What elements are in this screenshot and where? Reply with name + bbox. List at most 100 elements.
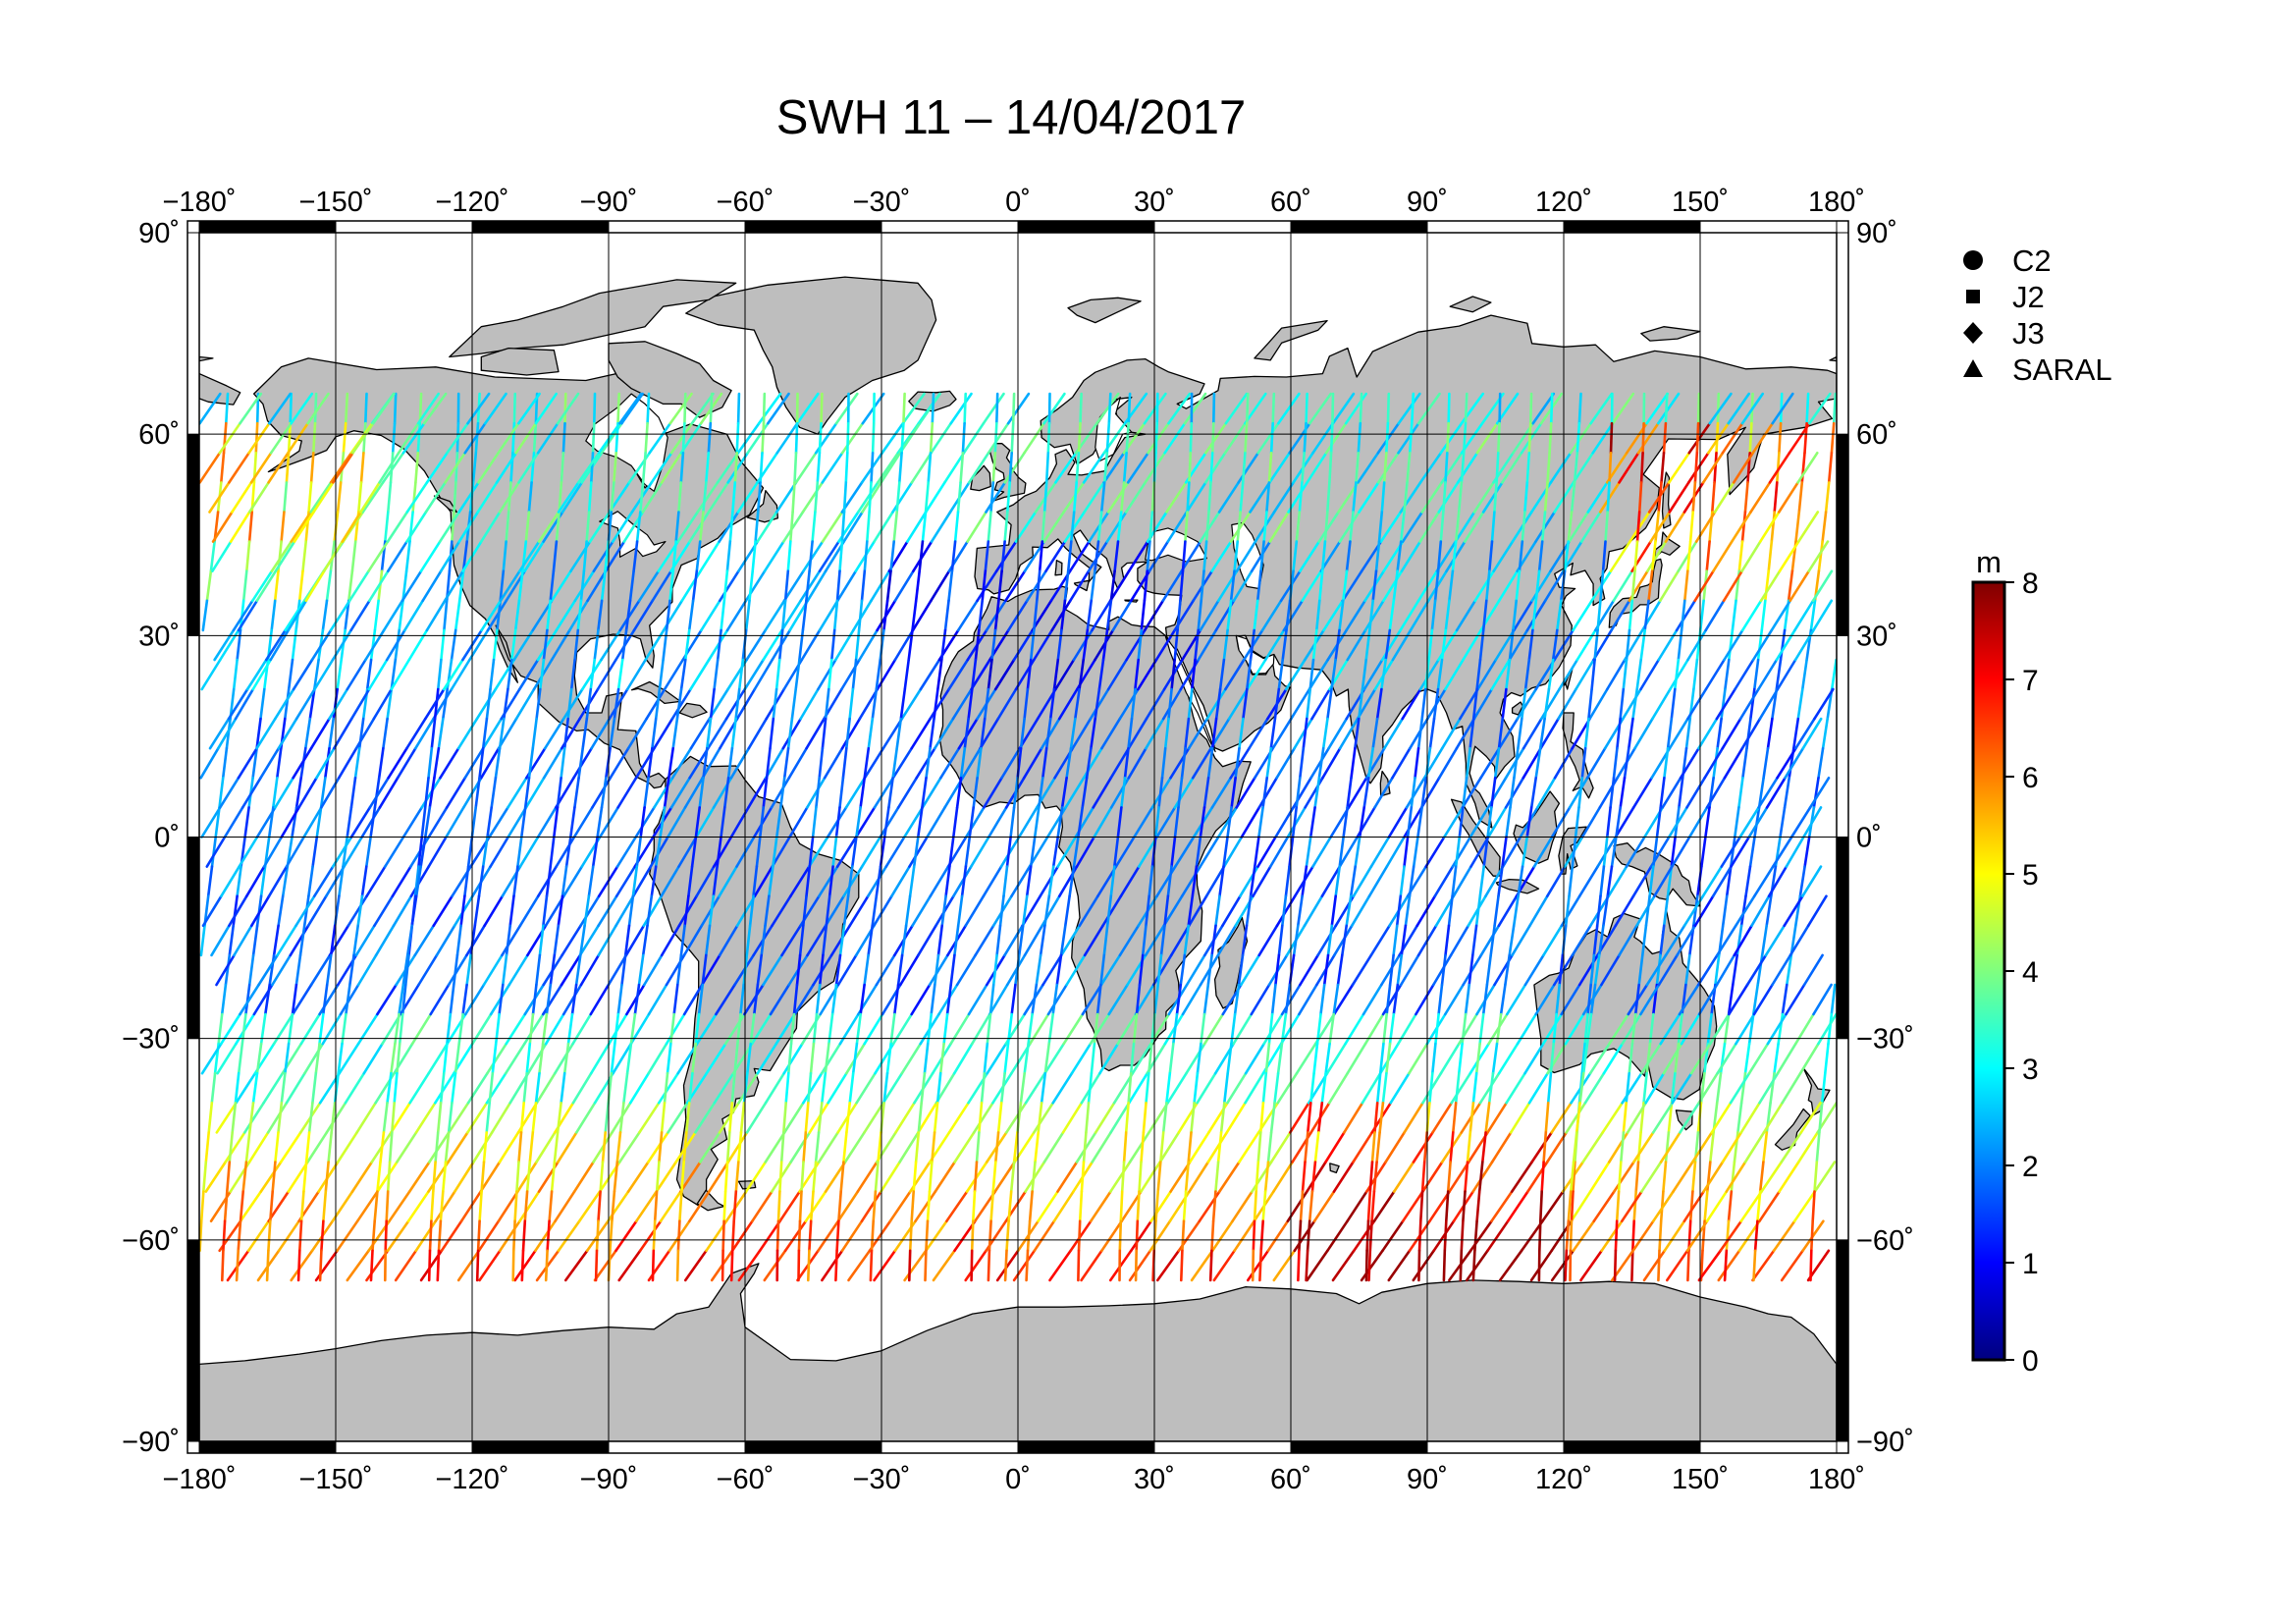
track-segment	[247, 481, 270, 514]
track-segment	[844, 717, 851, 750]
track-segment	[1635, 511, 1641, 543]
track-segment	[955, 953, 977, 987]
track-segment	[1085, 746, 1093, 780]
track-segment	[1250, 983, 1271, 1016]
track-segment	[1021, 894, 1029, 928]
track-segment	[1362, 776, 1370, 809]
lon-tick-label-bottom: 90˚	[1407, 1464, 1448, 1495]
lon-tick-label-top: 30˚	[1134, 187, 1175, 218]
lon-tick-label-top: 0˚	[1005, 187, 1031, 218]
track-segment	[667, 746, 675, 780]
land-great-britain	[988, 443, 1027, 503]
track-segment	[1686, 540, 1692, 573]
track-segment	[350, 540, 357, 573]
track-segment	[1789, 924, 1810, 957]
track-segment	[1466, 1249, 1489, 1282]
track-segment	[669, 421, 694, 455]
track-segment	[781, 511, 805, 543]
track-segment	[431, 1161, 437, 1193]
track-segment	[1678, 983, 1700, 1016]
track-segment	[859, 983, 866, 1016]
track-segment	[1065, 953, 1087, 987]
track-segment	[1542, 1131, 1548, 1163]
track-segment	[971, 1190, 977, 1222]
track-segment	[210, 1071, 217, 1105]
track-segment	[453, 481, 457, 514]
track-segment	[1210, 421, 1215, 455]
track-segment	[402, 599, 425, 632]
track-segment	[531, 983, 538, 1016]
track-segment	[199, 924, 206, 957]
track-segment	[285, 1071, 306, 1105]
track-segment	[804, 1190, 828, 1222]
track-segment	[465, 953, 472, 987]
track-segment	[1625, 836, 1646, 868]
track-segment	[843, 1131, 866, 1163]
track-segment	[473, 894, 481, 928]
track-segment	[1592, 1190, 1616, 1222]
track-segment	[463, 746, 485, 780]
track-segment	[319, 776, 327, 809]
track-segment	[1204, 451, 1227, 484]
track-segment	[498, 983, 505, 1016]
track-segment	[1572, 1161, 1576, 1193]
track-segment	[1568, 865, 1575, 898]
track-segment	[1493, 481, 1498, 514]
track-segment	[1579, 1249, 1603, 1282]
track-segment	[824, 687, 830, 721]
track-segment	[574, 1102, 597, 1134]
track-segment	[882, 1071, 889, 1105]
land-tasmania	[1675, 1109, 1693, 1131]
track-segment	[1303, 894, 1324, 928]
track-segment	[610, 1042, 616, 1075]
frame-segment-bottom	[198, 1440, 337, 1454]
track-segment	[1308, 1190, 1314, 1222]
track-segment	[315, 746, 336, 780]
track-segment	[762, 776, 769, 809]
track-segment	[1250, 540, 1272, 573]
track-segment	[408, 1071, 431, 1105]
track-segment	[964, 836, 972, 868]
track-segment	[1005, 1219, 1010, 1253]
track-segment	[1344, 392, 1367, 425]
track-segment	[1490, 511, 1496, 543]
track-segment	[596, 806, 604, 839]
track-segment	[231, 481, 253, 514]
track-segment	[675, 953, 683, 987]
track-segment	[457, 569, 465, 603]
track-segment	[1794, 717, 1816, 750]
track-segment	[480, 599, 503, 632]
track-segment	[1751, 421, 1774, 455]
track-segment	[589, 658, 597, 691]
track-segment	[1716, 1042, 1737, 1075]
track-segment	[237, 599, 259, 632]
track-segment	[577, 451, 601, 484]
track-segment	[1490, 776, 1497, 809]
track-segment	[204, 1161, 227, 1193]
land-tierra-del-fuego	[696, 1189, 725, 1212]
track-segment	[798, 1190, 803, 1222]
track-segment	[1122, 1131, 1128, 1163]
track-segment	[628, 569, 635, 603]
track-segment	[910, 451, 933, 484]
track-segment	[1128, 1249, 1152, 1282]
track-segment	[1323, 511, 1329, 543]
track-segment	[522, 1071, 529, 1105]
track-segment	[1668, 806, 1688, 839]
track-segment	[709, 687, 716, 721]
track-segment	[1824, 1042, 1830, 1075]
track-segment	[670, 746, 693, 780]
track-segment	[259, 865, 267, 898]
track-segment	[1418, 511, 1441, 543]
track-segment	[873, 1249, 897, 1282]
track-segment	[1101, 894, 1123, 928]
track-segment	[865, 511, 871, 543]
track-segment	[1721, 717, 1742, 750]
track-segment	[1107, 392, 1112, 425]
track-segment	[1721, 421, 1744, 455]
track-segment	[1380, 953, 1401, 987]
track-segment	[1633, 983, 1640, 1016]
lon-tick-label-top: −30˚	[853, 187, 911, 218]
track-segment	[867, 717, 875, 750]
track-segment	[793, 451, 798, 484]
